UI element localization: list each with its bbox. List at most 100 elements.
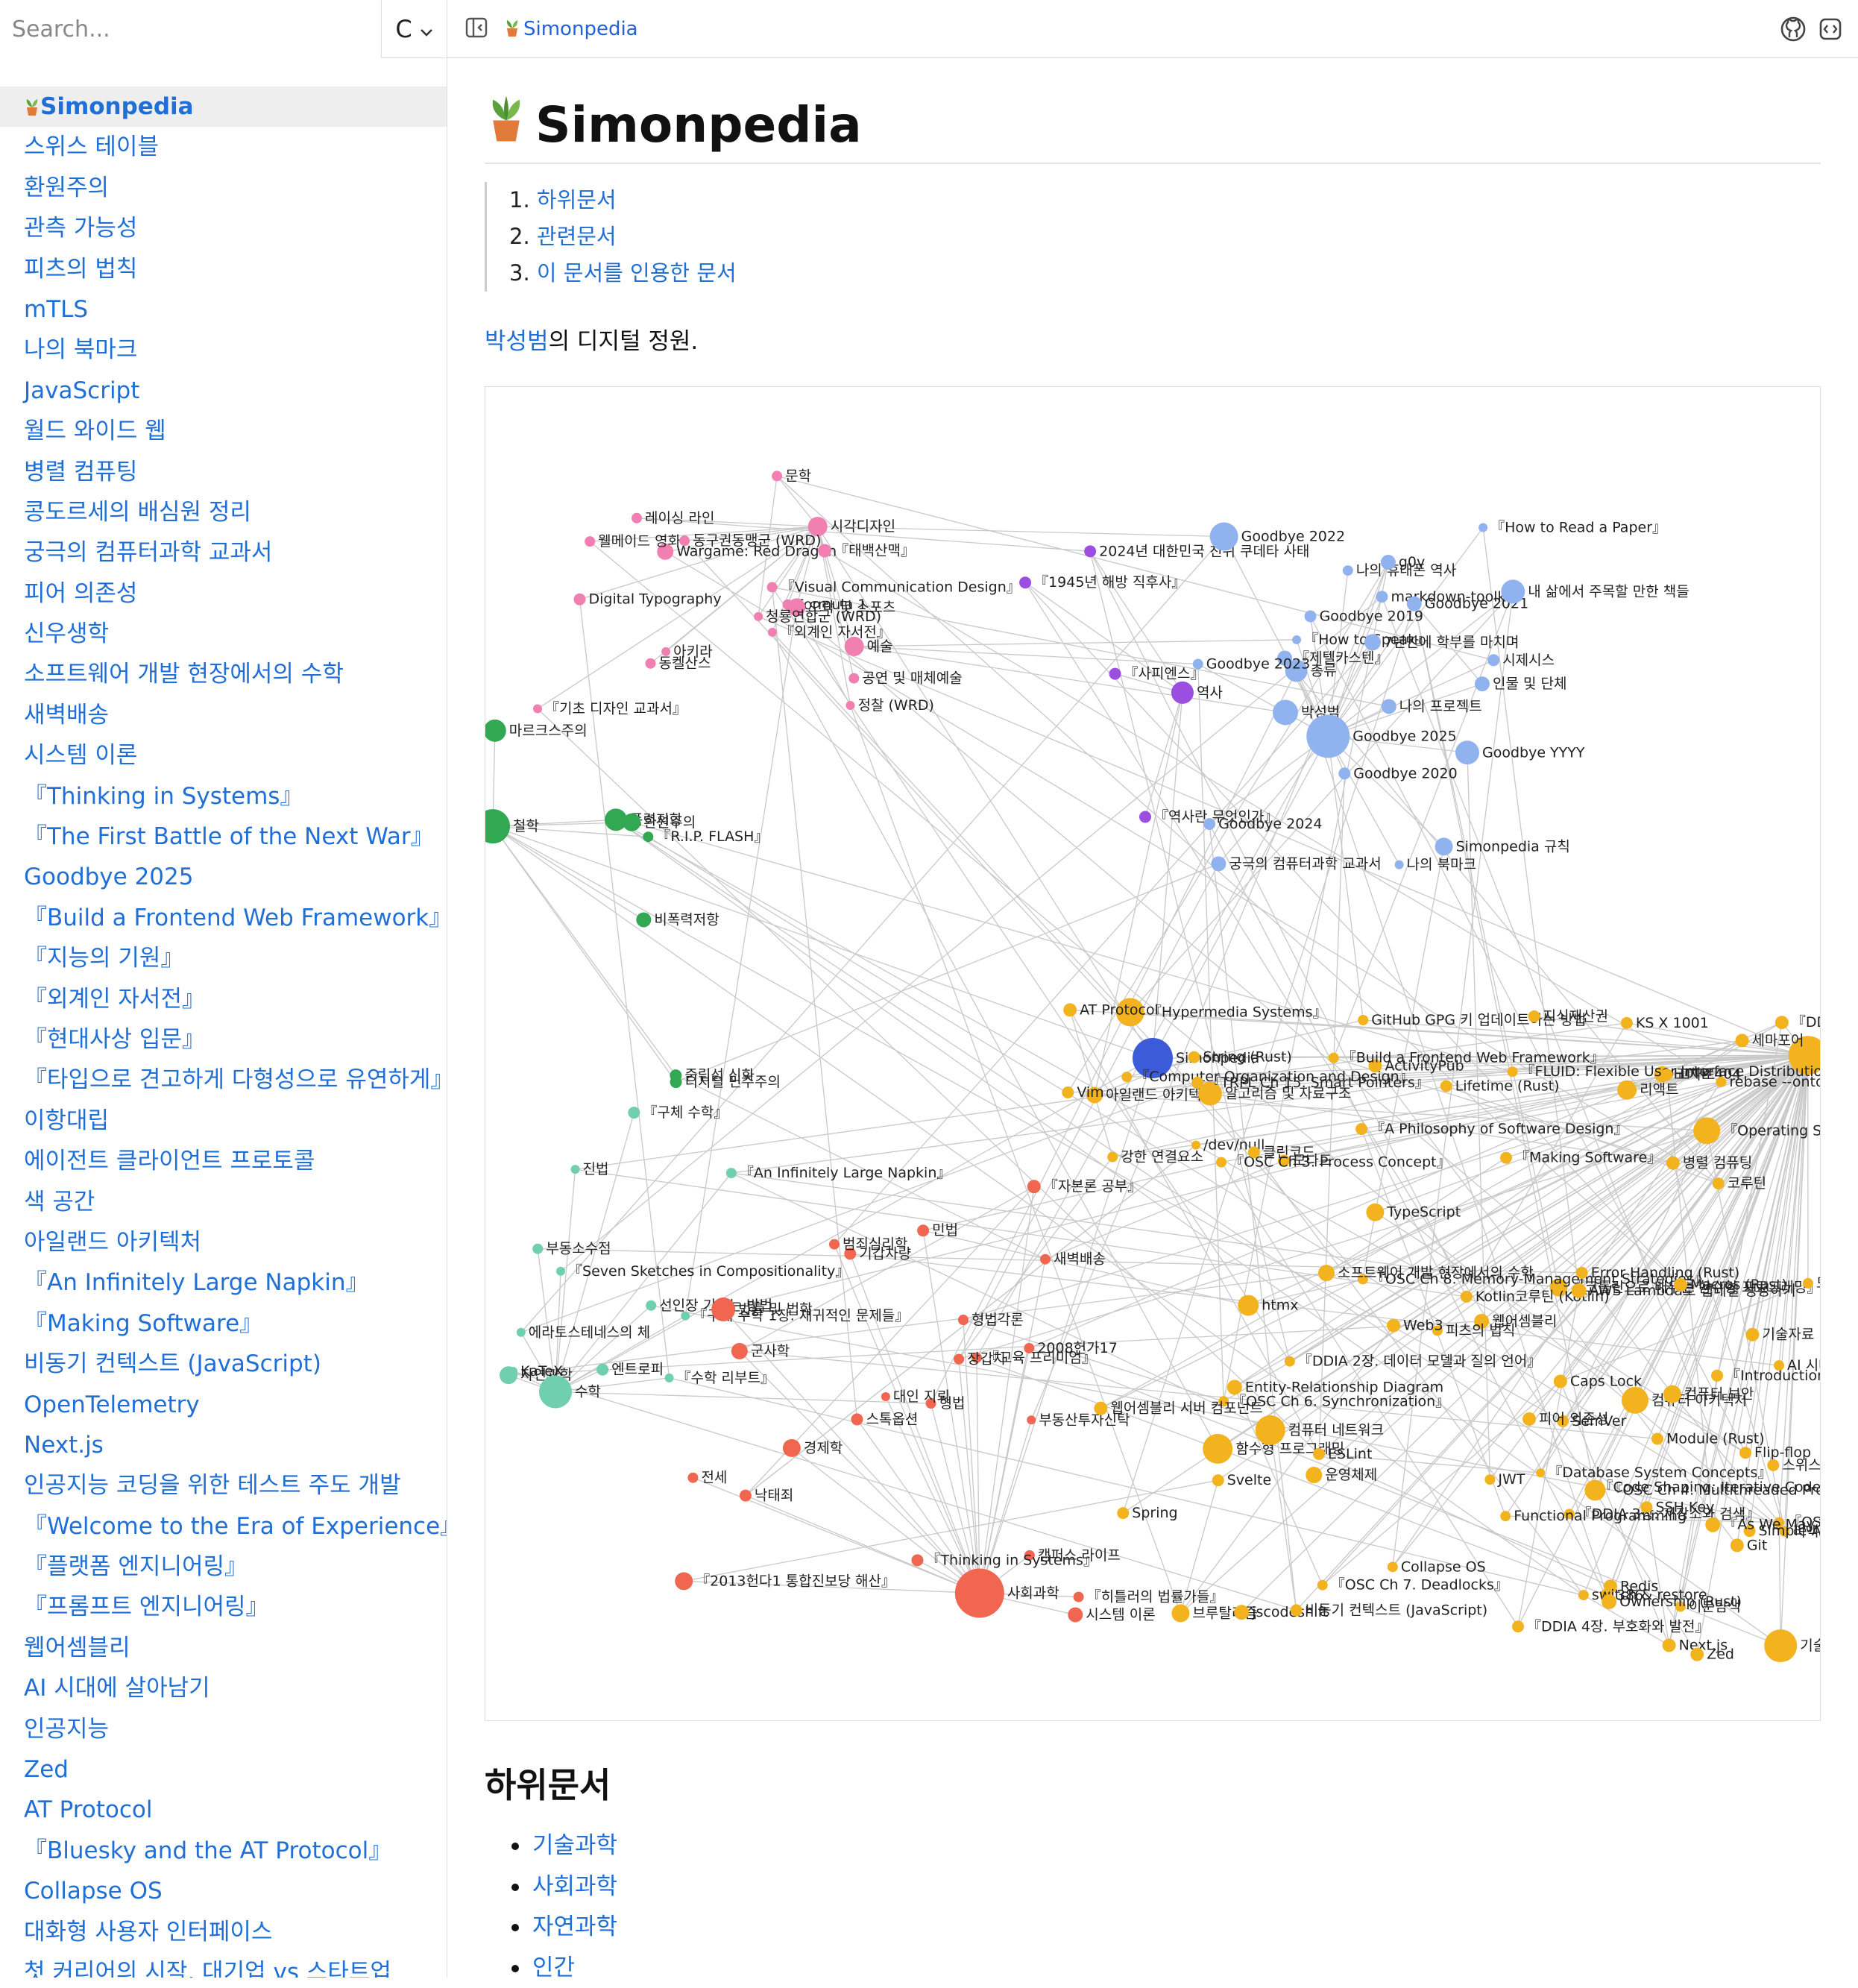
graph-node-dot[interactable] xyxy=(1435,837,1453,855)
sidebar-item[interactable]: OpenTelemetry xyxy=(0,1385,447,1425)
graph-node[interactable]: 아일랜드 아키텍처 xyxy=(1086,1087,1215,1104)
graph-node-dot[interactable] xyxy=(1674,1278,1687,1292)
sidebar-item[interactable]: 색 공간 xyxy=(0,1182,447,1222)
graph-node-dot[interactable] xyxy=(679,535,690,546)
graph-node-dot[interactable] xyxy=(1764,1629,1797,1662)
sidebar-item[interactable]: Zed xyxy=(0,1749,447,1790)
graph-node[interactable]: 『히틀러의 법률가들』 xyxy=(1074,1589,1224,1605)
graph-node-dot[interactable] xyxy=(596,1364,608,1376)
graph-node-dot[interactable] xyxy=(1576,1267,1588,1279)
graph-node-dot[interactable] xyxy=(1661,1069,1673,1080)
graph-node-dot[interactable] xyxy=(731,1343,748,1359)
graph-node[interactable]: 낙태죄 xyxy=(740,1488,793,1504)
graph-node[interactable]: 청룡연합군 (WRD) xyxy=(754,608,881,625)
graph-node-dot[interactable] xyxy=(772,471,782,481)
graph-node-dot[interactable] xyxy=(661,647,670,656)
sidebar-item[interactable]: 『프롬프트 엔지니어링』 xyxy=(0,1587,447,1627)
sidebar-item[interactable]: 첫 커리어의 시작, 대기업 vs 스타트업 xyxy=(0,1952,447,1978)
graph-node-dot[interactable] xyxy=(851,1413,863,1425)
sidebar-item[interactable]: Goodbye 2025 xyxy=(0,857,447,897)
graph-node-dot[interactable] xyxy=(1306,1467,1322,1483)
graph-node-dot[interactable] xyxy=(1711,1370,1723,1382)
graph-node-dot[interactable] xyxy=(1121,1072,1132,1082)
sidebar-item[interactable]: 인공지능 xyxy=(0,1709,447,1749)
graph-node[interactable]: 에라토스테네스의 체 xyxy=(517,1324,650,1341)
graph-node[interactable]: 2024년 대한민국 친위 쿠데타 사태 xyxy=(1084,543,1309,559)
sidebar-item[interactable]: 새벽배송 xyxy=(0,695,447,735)
graph-node-dot[interactable] xyxy=(485,720,506,742)
graph-node-dot[interactable] xyxy=(783,1439,801,1457)
graph-node[interactable]: 문학 xyxy=(772,468,811,484)
graph-node-dot[interactable] xyxy=(1273,699,1298,725)
graph-node-dot[interactable] xyxy=(532,1244,543,1254)
graph-node[interactable]: htmx xyxy=(1238,1295,1298,1316)
graph-node-dot[interactable] xyxy=(1248,1146,1260,1158)
graph-node-dot[interactable] xyxy=(754,612,763,621)
graph-node[interactable]: String (Rust) xyxy=(1188,1049,1292,1066)
graph-node-dot[interactable] xyxy=(1500,1511,1511,1521)
graph-node[interactable]: 경제학 xyxy=(783,1439,843,1457)
graph-node-dot[interactable] xyxy=(955,1568,1004,1617)
graph-node-dot[interactable] xyxy=(848,673,859,684)
graph-node[interactable]: Vim xyxy=(1062,1084,1103,1101)
sidebar-item[interactable]: 『An Infinitely Large Napkin』 xyxy=(0,1262,447,1303)
graph-node[interactable]: Goodbye 2025 xyxy=(1306,714,1456,758)
graph-node[interactable]: 강한 연결요소 xyxy=(1107,1149,1203,1166)
sidebar-item[interactable]: 대화형 사용자 인터페이스 xyxy=(0,1912,447,1952)
graph-node-dot[interactable] xyxy=(1318,1265,1335,1281)
graph-node[interactable]: 디지털 민주주의 xyxy=(670,1074,781,1090)
graph-node-dot[interactable] xyxy=(911,1554,923,1566)
sidebar-item[interactable]: Simonpedia xyxy=(0,86,447,127)
graph-node-dot[interactable] xyxy=(1238,1295,1259,1316)
graph-node[interactable]: Svelte xyxy=(1212,1472,1271,1488)
graph-node[interactable]: 엔트로피 xyxy=(596,1362,664,1378)
author-link[interactable]: 박성범 xyxy=(485,328,549,355)
graph-node-dot[interactable] xyxy=(1736,1034,1749,1047)
graph-node-dot[interactable] xyxy=(1292,635,1301,644)
graph-node-dot[interactable] xyxy=(1210,522,1238,550)
graph-node[interactable]: Ownership (Rust) xyxy=(1602,1594,1742,1610)
graph-node[interactable]: 『As We May Think』 xyxy=(1705,1517,1821,1533)
graph-node-dot[interactable] xyxy=(917,1224,929,1236)
graph-node[interactable]: 환원주의 xyxy=(623,814,696,831)
graph-node[interactable]: 나의 북마크 xyxy=(1395,857,1476,873)
toc-item[interactable]: 1. 하위문서 xyxy=(509,182,737,218)
graph-node-dot[interactable] xyxy=(1767,1459,1779,1471)
graph-node-dot[interactable] xyxy=(1617,1080,1637,1100)
toc-link-backlinks[interactable]: 이 문서를 인용한 문서 xyxy=(537,260,737,286)
graph-node[interactable]: 『Making Software』 xyxy=(1500,1150,1661,1166)
graph-node[interactable]: 『How to Read a Paper』 xyxy=(1478,520,1666,536)
sidebar-item[interactable]: 『타입으로 견고하게 다형성으로 유연하게』 xyxy=(0,1060,447,1100)
graph-node[interactable]: 7년만에 학부를 마치며 xyxy=(1364,634,1520,650)
graph-node-dot[interactable] xyxy=(1291,1604,1303,1616)
graph-node-dot[interactable] xyxy=(1216,1157,1226,1168)
graph-node-dot[interactable] xyxy=(1621,1017,1633,1029)
graph-node-dot[interactable] xyxy=(1306,714,1350,758)
graph-node-dot[interactable] xyxy=(1663,1385,1681,1403)
graph-node-dot[interactable] xyxy=(958,1315,969,1325)
sidebar-item[interactable]: 에이전트 클라이언트 프로토콜 xyxy=(0,1141,447,1181)
graph-node[interactable]: 내 삶에서 주목할 만한 책들 xyxy=(1501,579,1689,603)
graph-node[interactable]: 컴퓨터 보안 xyxy=(1663,1385,1754,1403)
sidebar-item[interactable]: 이항대립 xyxy=(0,1101,447,1141)
graph-node[interactable]: 기술과학 xyxy=(1764,1629,1821,1662)
graph-node[interactable]: Kotlin코루틴 (Kotlin) xyxy=(1461,1289,1610,1305)
graph-node[interactable]: 『DDIA 4장. 부호화와 발전』 xyxy=(1512,1618,1709,1635)
graph-node-dot[interactable] xyxy=(1171,682,1194,704)
graph-node-dot[interactable] xyxy=(1731,1538,1744,1552)
graph-node[interactable]: 시스템 이론 xyxy=(1068,1606,1155,1623)
graph-node-dot[interactable] xyxy=(508,1367,517,1376)
graph-node-dot[interactable] xyxy=(1705,1517,1720,1532)
graph-node[interactable]: 공연 및 매체예술 xyxy=(848,670,962,687)
toc-item[interactable]: 2. 관련문서 xyxy=(509,218,737,255)
graph-node[interactable]: Module (Rust) xyxy=(1651,1430,1765,1447)
graph-node[interactable]: 예술 xyxy=(845,637,893,656)
graph-node[interactable]: Digital Typography xyxy=(574,591,722,608)
graph-node-dot[interactable] xyxy=(1188,1051,1200,1063)
graph-node-dot[interactable] xyxy=(1234,1605,1249,1620)
graph-node[interactable]: 인물 및 단체 xyxy=(1475,676,1566,692)
sidebar-item[interactable]: 나의 북마크 xyxy=(0,330,447,370)
graph-node-dot[interactable] xyxy=(571,1165,580,1174)
graph-node[interactable]: 『R.I.P. FLASH』 xyxy=(643,828,768,845)
